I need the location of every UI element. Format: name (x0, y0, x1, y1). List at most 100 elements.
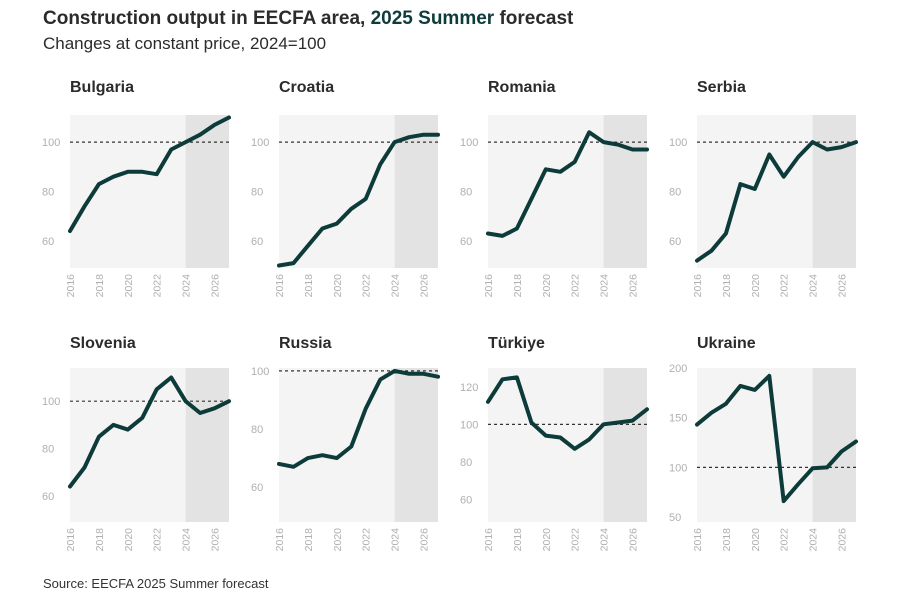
series-line (68, 115, 231, 233)
y-tick-label: 100 (42, 396, 60, 408)
data-point (307, 245, 309, 247)
x-tick-label: 2022 (570, 274, 582, 298)
x-tick-label: 2018 (94, 274, 106, 298)
data-point (487, 401, 489, 403)
x-tick-label: 2024 (181, 528, 193, 552)
y-tick-label: 60 (251, 236, 263, 248)
panel-title: Türkiye (488, 335, 545, 352)
y-tick-label: 100 (669, 137, 687, 149)
panel-title: Bulgaria (70, 79, 134, 96)
x-tick-label: 2024 (599, 274, 611, 298)
x-tick-label: 2026 (210, 528, 222, 552)
chart-subtitle: Changes at constant price, 2024=100 (43, 34, 327, 53)
data-point (530, 198, 532, 200)
data-point (855, 141, 857, 143)
chart-title: Construction output in EECFA area, 2025 … (43, 8, 573, 30)
x-tick-label: 2022 (779, 528, 791, 552)
title-end: forecast (494, 8, 574, 29)
data-point (199, 412, 201, 414)
data-point (394, 141, 396, 143)
data-point (725, 232, 727, 234)
y-tick-label: 100 (460, 137, 478, 149)
x-tick-label: 2016 (692, 274, 704, 298)
data-point (783, 500, 785, 502)
data-point (696, 424, 698, 426)
data-point (797, 156, 799, 158)
data-point (214, 407, 216, 409)
data-point (812, 141, 814, 143)
series-line (486, 375, 649, 451)
data-point (185, 141, 187, 143)
data-point (69, 485, 71, 487)
data-point (603, 423, 605, 425)
data-point (170, 376, 172, 378)
data-point (292, 466, 294, 468)
data-point (696, 260, 698, 262)
data-point (423, 134, 425, 136)
data-point (185, 400, 187, 402)
x-tick-label: 2026 (837, 528, 849, 552)
y-tick-label: 60 (460, 236, 472, 248)
data-point (530, 421, 532, 423)
source-note: Source: EECFA 2025 Summer forecast (43, 576, 269, 591)
y-tick-label: 80 (460, 457, 472, 469)
data-point (826, 466, 828, 468)
forecast-shading (812, 115, 856, 268)
data-point (141, 417, 143, 419)
y-tick-label: 60 (251, 482, 263, 494)
data-point (156, 173, 158, 175)
data-point (307, 457, 309, 459)
data-point (559, 171, 561, 173)
y-tick-label: 50 (669, 512, 681, 524)
x-tick-label: 2026 (837, 274, 849, 298)
panel-croatia: Croatia 60 80 100 2016 2018 2020 2022 2024 2026 (251, 79, 440, 297)
y-tick-label: 200 (669, 363, 687, 375)
y-tick-label: 100 (460, 419, 478, 431)
data-point (487, 232, 489, 234)
data-point (408, 136, 410, 138)
forecast-shading (394, 368, 438, 522)
data-point (812, 467, 814, 469)
data-point (141, 171, 143, 173)
y-tick-label: 80 (669, 187, 681, 199)
data-point (336, 457, 338, 459)
data-point (170, 149, 172, 151)
data-point (739, 183, 741, 185)
y-tick-label: 100 (251, 366, 269, 378)
data-point (214, 124, 216, 126)
data-point (574, 448, 576, 450)
y-tick-label: 80 (251, 424, 263, 436)
data-point (826, 149, 828, 151)
data-point (646, 408, 648, 410)
panel-title: Croatia (279, 79, 334, 96)
x-tick-label: 2026 (628, 528, 640, 552)
data-point (350, 208, 352, 210)
y-tick-label: 60 (42, 236, 54, 248)
data-point (646, 149, 648, 151)
series-line (486, 130, 649, 238)
y-tick-label: 100 (42, 137, 60, 149)
data-point (588, 131, 590, 133)
x-tick-label: 2024 (808, 528, 820, 552)
panel-title: Ukraine (697, 335, 756, 352)
y-tick-label: 60 (42, 491, 54, 503)
y-tick-label: 150 (669, 413, 687, 425)
x-tick-label: 2018 (303, 528, 315, 552)
data-point (783, 176, 785, 178)
data-point (365, 198, 367, 200)
data-point (112, 424, 114, 426)
panel-title: Russia (279, 335, 332, 352)
x-tick-label: 2024 (390, 528, 402, 552)
x-tick-label: 2016 (483, 528, 495, 552)
panel-title: Serbia (697, 79, 746, 96)
x-tick-label: 2020 (541, 528, 553, 552)
y-tick-label: 100 (669, 462, 687, 474)
x-tick-label: 2016 (483, 274, 495, 298)
data-point (156, 388, 158, 390)
forecast-shading (603, 368, 647, 522)
y-tick-label: 60 (669, 236, 681, 248)
data-point (437, 134, 439, 136)
data-point (379, 379, 381, 381)
data-point (350, 445, 352, 447)
